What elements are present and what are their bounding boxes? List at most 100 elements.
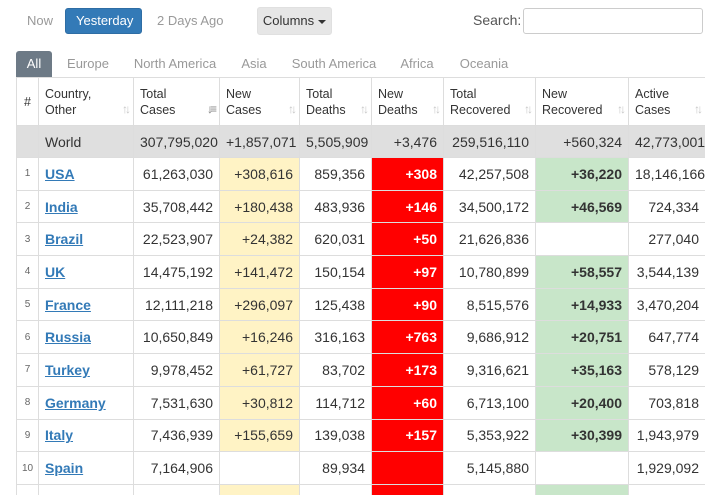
- cell-active-cases: 277,040: [628, 222, 705, 257]
- cell-new-recovered: +14,933: [535, 287, 629, 322]
- country-link[interactable]: France: [45, 296, 91, 313]
- cell-active-cases: 647,774: [628, 320, 705, 355]
- cell-new-recovered: [535, 483, 629, 495]
- cell-new-deaths: +50: [371, 222, 444, 257]
- cell-total-cases: 307,795,020: [133, 125, 220, 158]
- sort-icon: ↑↓: [288, 102, 297, 116]
- cell-new-cases: +61,727: [219, 353, 300, 387]
- cell-active-cases: 703,818: [628, 385, 705, 420]
- cell-total-cases: 14,475,192: [133, 255, 220, 289]
- cell-total-recovered: 5,145,880: [443, 451, 536, 485]
- search-label: Search:: [473, 12, 522, 28]
- day-tab-yesterday[interactable]: Yesterday: [65, 8, 142, 34]
- columns-button[interactable]: Columns: [257, 7, 332, 35]
- column-header-label: Total Recovered: [450, 86, 511, 117]
- column-header-active-cases[interactable]: Active Cases ↑↓: [628, 77, 705, 126]
- cell-new-cases: +180,438: [219, 189, 300, 224]
- cell-total-recovered: 10,780,899: [443, 255, 536, 289]
- tab-all[interactable]: All: [16, 51, 52, 77]
- table-header-row: # Country, Other ↑↓ Total Cases ↓≡ New Cases ↑…: [16, 77, 705, 126]
- cell-country: USA: [38, 157, 134, 191]
- sort-icon: ↑↓: [617, 102, 626, 116]
- tab-europe[interactable]: Europe: [67, 56, 109, 71]
- cell-active-cases: 3,470,204: [628, 287, 705, 322]
- tab-asia[interactable]: Asia: [241, 56, 267, 71]
- country-link[interactable]: Russia: [45, 329, 91, 346]
- cell-total-deaths: 125,438: [299, 287, 372, 322]
- cell-new-deaths: +90: [371, 287, 444, 322]
- cell-active-cases: [628, 483, 705, 495]
- table-row: 4 UK 14,475,192 +141,472 150,154 +97 10,780,89…: [16, 255, 705, 289]
- cell-total-recovered: 6,713,100: [443, 385, 536, 420]
- table-row: [16, 483, 705, 495]
- cell-new-recovered: [535, 451, 629, 485]
- cell-new-recovered: +20,400: [535, 385, 629, 420]
- country-link[interactable]: Italy: [45, 427, 74, 444]
- column-header-new-cases[interactable]: New Cases ↑↓: [219, 77, 300, 126]
- tab-africa[interactable]: Africa: [400, 56, 434, 71]
- cell-total-recovered: 21,626,836: [443, 222, 536, 257]
- covid-stats-table: # Country, Other ↑↓ Total Cases ↓≡ New Cases ↑…: [16, 77, 705, 495]
- column-header-new-recovered[interactable]: New Recovered ↑↓: [535, 77, 629, 126]
- cell-country: Germany: [38, 385, 134, 420]
- cell-idx: [16, 483, 39, 495]
- tab-north-america[interactable]: North America: [133, 56, 217, 71]
- column-header-label: Total Deaths: [306, 86, 346, 117]
- cell-total-recovered: 9,686,912: [443, 320, 536, 355]
- sort-icon: ↑↓: [432, 102, 441, 116]
- search-input[interactable]: [523, 8, 703, 34]
- column-header-label: New Deaths: [378, 86, 418, 117]
- column-header-country[interactable]: Country, Other ↑↓: [38, 77, 134, 126]
- tab-oceania[interactable]: Oceania: [459, 56, 509, 71]
- cell-active-cases: 18,146,166: [628, 157, 705, 191]
- column-header-label: New Recovered: [542, 86, 603, 117]
- cell-new-deaths: +763: [371, 320, 444, 355]
- cell-new-cases: +1,857,071: [219, 125, 300, 158]
- cell-total-deaths: 859,356: [299, 157, 372, 191]
- cell-new-recovered: +560,324: [535, 125, 629, 158]
- column-header-total-deaths[interactable]: Total Deaths ↑↓: [299, 77, 372, 126]
- cell-total-cases: 9,978,452: [133, 353, 220, 387]
- cell-new-cases: +308,616: [219, 157, 300, 191]
- cell-new-deaths: +173: [371, 353, 444, 387]
- cell-total-cases: [133, 483, 220, 495]
- cell-new-deaths: +60: [371, 385, 444, 420]
- country-link[interactable]: UK: [45, 263, 66, 280]
- cell-new-cases: +24,382: [219, 222, 300, 257]
- country-link[interactable]: Spain: [45, 460, 84, 477]
- cell-new-cases: +30,812: [219, 385, 300, 420]
- column-header-new-deaths[interactable]: New Deaths ↑↓: [371, 77, 444, 126]
- cell-new-deaths: +97: [371, 255, 444, 289]
- cell-total-cases: 61,263,030: [133, 157, 220, 191]
- cell-total-deaths: [299, 483, 372, 495]
- column-header-label: Active Cases: [635, 86, 671, 117]
- column-header-label: Country, Other: [45, 86, 92, 117]
- cell-new-deaths: +157: [371, 418, 444, 453]
- world-row: World 307,795,020 +1,857,071 5,505,909 +3,47…: [16, 125, 705, 158]
- caret-down-icon: [318, 19, 327, 24]
- cell-total-recovered: 42,257,508: [443, 157, 536, 191]
- cell-total-recovered: 9,316,621: [443, 353, 536, 387]
- column-header-idx[interactable]: #: [16, 77, 39, 126]
- sort-desc-icon: ↓≡: [206, 102, 217, 116]
- column-header-total-recovered[interactable]: Total Recovered ↑↓: [443, 77, 536, 126]
- day-tab-2-days-ago[interactable]: 2 Days Ago: [157, 13, 224, 28]
- cell-country: Brazil: [38, 222, 134, 257]
- day-tab-now[interactable]: Now: [27, 13, 54, 28]
- table-row: 6 Russia 10,650,849 +16,246 316,163 +763 9,686…: [16, 320, 705, 355]
- cell-new-deaths: [371, 483, 444, 495]
- cell-total-deaths: 620,031: [299, 222, 372, 257]
- country-link[interactable]: Germany: [45, 394, 106, 411]
- cell-total-cases: 10,650,849: [133, 320, 220, 355]
- country-link[interactable]: India: [45, 198, 78, 215]
- country-link[interactable]: Turkey: [45, 361, 90, 378]
- table-row: 9 Italy 7,436,939 +155,659 139,038 +157 5,353,…: [16, 418, 705, 453]
- tab-south-america[interactable]: South America: [291, 56, 377, 71]
- column-header-label: #: [24, 94, 31, 109]
- cell-active-cases: 724,334: [628, 189, 705, 224]
- cell-total-cases: 22,523,907: [133, 222, 220, 257]
- cell-new-cases: +16,246: [219, 320, 300, 355]
- country-link[interactable]: USA: [45, 165, 75, 182]
- country-link[interactable]: Brazil: [45, 231, 84, 248]
- column-header-total-cases[interactable]: Total Cases ↓≡: [133, 77, 220, 126]
